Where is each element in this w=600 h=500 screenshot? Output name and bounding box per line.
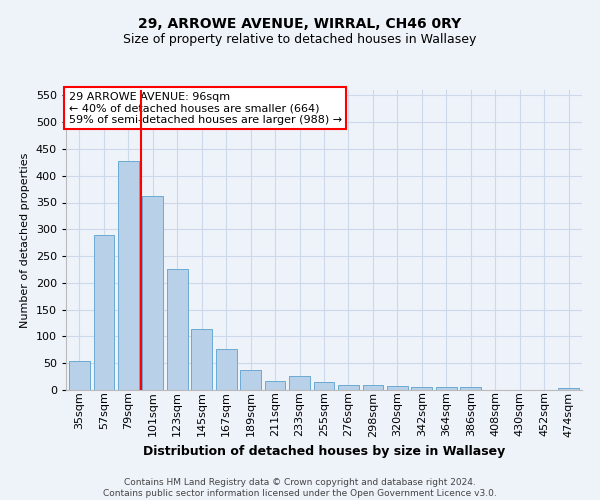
Bar — [387, 386, 408, 390]
Bar — [167, 270, 188, 390]
Bar — [240, 370, 261, 390]
Bar — [338, 384, 359, 390]
Bar — [265, 381, 286, 390]
Y-axis label: Number of detached properties: Number of detached properties — [20, 152, 30, 328]
Text: Size of property relative to detached houses in Wallasey: Size of property relative to detached ho… — [124, 32, 476, 46]
Bar — [69, 360, 90, 390]
Bar — [412, 388, 432, 390]
Bar — [436, 388, 457, 390]
Text: 29, ARROWE AVENUE, WIRRAL, CH46 0RY: 29, ARROWE AVENUE, WIRRAL, CH46 0RY — [139, 18, 461, 32]
X-axis label: Distribution of detached houses by size in Wallasey: Distribution of detached houses by size … — [143, 445, 505, 458]
Bar — [191, 330, 212, 390]
Bar — [460, 388, 481, 390]
Bar — [314, 382, 334, 390]
Bar — [216, 349, 236, 390]
Bar — [142, 196, 163, 390]
Bar — [289, 376, 310, 390]
Bar — [118, 160, 139, 390]
Text: 29 ARROWE AVENUE: 96sqm
← 40% of detached houses are smaller (664)
59% of semi-d: 29 ARROWE AVENUE: 96sqm ← 40% of detache… — [68, 92, 342, 124]
Bar — [558, 388, 579, 390]
Text: Contains HM Land Registry data © Crown copyright and database right 2024.
Contai: Contains HM Land Registry data © Crown c… — [103, 478, 497, 498]
Bar — [362, 384, 383, 390]
Bar — [94, 234, 114, 390]
